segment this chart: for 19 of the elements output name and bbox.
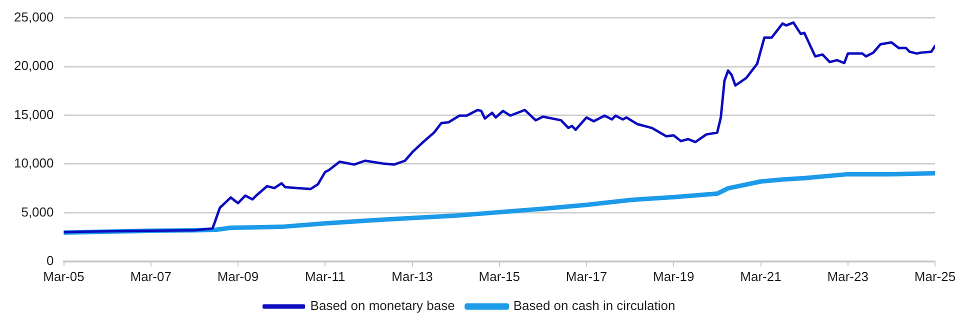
x-tick-label: Mar-13 [392, 268, 433, 284]
y-tick-label: 0 [46, 252, 54, 268]
y-tick-label: 5,000 [21, 204, 54, 220]
x-tick-label: Mar-09 [217, 268, 259, 284]
x-tick-label: Mar-07 [130, 268, 172, 284]
legend-label: Based on cash in circulation [513, 298, 676, 314]
x-tick-label: Mar-15 [478, 268, 520, 284]
y-tick-label: 20,000 [14, 58, 54, 74]
x-tick-label: Mar-21 [740, 268, 782, 284]
x-tick-label: Mar-17 [566, 268, 608, 284]
legend-label: Based on monetary base [310, 298, 455, 314]
x-tick-label: Mar-05 [43, 268, 84, 284]
y-tick-label: 25,000 [14, 9, 54, 24]
x-tick-label: Mar-11 [305, 268, 346, 284]
y-tick-label: 15,000 [14, 106, 54, 122]
x-tick-label: Mar-23 [827, 268, 868, 284]
x-tick-label: Mar-19 [653, 268, 694, 284]
x-tick-label: Mar-25 [914, 268, 956, 284]
y-tick-label: 10,000 [14, 156, 54, 171]
